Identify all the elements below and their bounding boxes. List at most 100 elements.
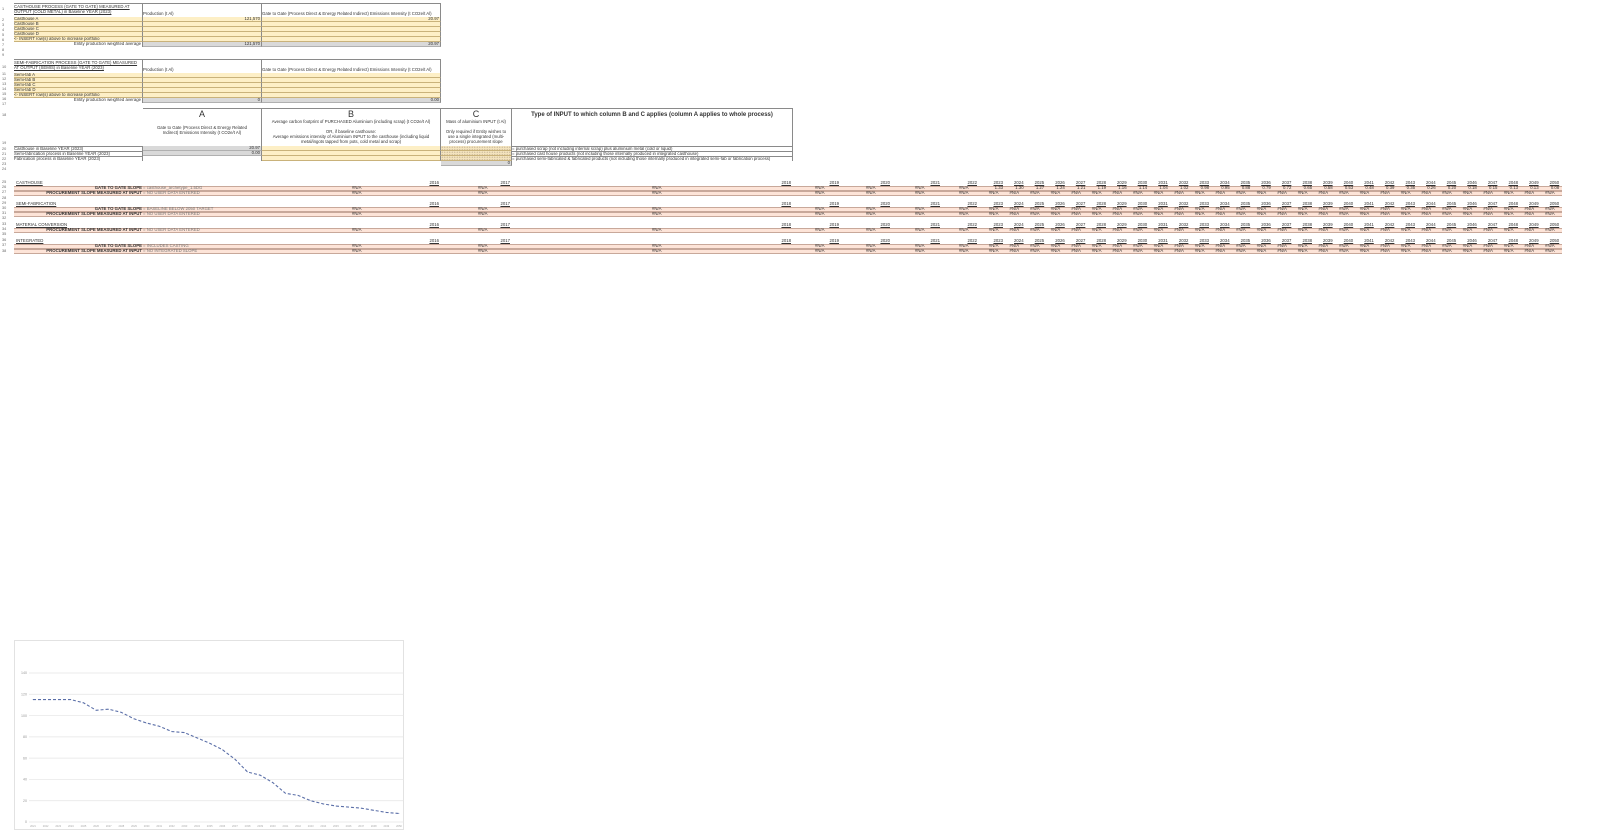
year-header: 2038 <box>1302 239 1312 243</box>
slope-value: #N/A <box>1133 212 1143 217</box>
row-number[interactable]: 4 <box>2 28 5 32</box>
row-number[interactable]: 18 <box>2 113 7 117</box>
casthouse-row-label[interactable]: Casthouse A <box>14 17 143 22</box>
casthouse-row-label[interactable]: Casthouse C <box>14 27 143 32</box>
semifab-production-input[interactable] <box>143 83 262 88</box>
row-number[interactable]: 7 <box>2 43 5 47</box>
slope-value: #N/A <box>1071 191 1081 196</box>
row-number[interactable]: 23 <box>2 162 7 166</box>
casthouse-production-input[interactable] <box>143 32 262 37</box>
row-number[interactable]: 6 <box>2 38 5 42</box>
semifab-production-input[interactable] <box>143 78 262 83</box>
column-c-input[interactable] <box>441 151 512 156</box>
slope-value: #N/A <box>1112 249 1123 254</box>
row-number[interactable]: 26 <box>2 185 7 189</box>
casthouse-production-input[interactable] <box>143 37 262 42</box>
row-number[interactable]: 17 <box>2 102 7 106</box>
casthouse-intensity-input[interactable] <box>262 27 441 32</box>
row-number[interactable]: 30 <box>2 206 7 210</box>
row-number[interactable]: 32 <box>2 216 7 220</box>
casthouse-production-input[interactable] <box>143 22 262 27</box>
semifab-intensity-input[interactable] <box>262 73 441 78</box>
casthouse-production-input[interactable] <box>143 27 262 32</box>
semifab-average-production: 0 <box>143 98 262 103</box>
semifab-intensity-input[interactable] <box>262 83 441 88</box>
column-c-input[interactable] <box>441 156 512 161</box>
semifab-row-label[interactable]: <- INSERT row(s) above to increase portf… <box>14 93 143 98</box>
row-number[interactable]: 16 <box>2 97 7 101</box>
casthouse-row-label[interactable]: Casthouse D <box>14 32 143 37</box>
casthouse-row-label[interactable]: Casthouse B <box>14 22 143 27</box>
slope-value: 1.02 <box>1180 186 1189 191</box>
slope-value: #N/A <box>1545 249 1555 254</box>
data-point <box>398 813 400 814</box>
semifab-intensity-input[interactable] <box>262 93 441 98</box>
casthouse-intensity-input[interactable] <box>262 37 441 42</box>
semifab-row-label[interactable]: Semi-fab B <box>14 78 143 83</box>
row-number[interactable]: 22 <box>2 157 7 161</box>
slope-value: 0.13 <box>1509 186 1518 191</box>
row-number[interactable]: 34 <box>2 227 7 231</box>
semifab-intensity-input[interactable] <box>262 88 441 93</box>
semifab-production-input[interactable] <box>143 88 262 93</box>
casthouse-intensity-input[interactable]: 20.97 <box>262 17 441 22</box>
column-c-input[interactable] <box>441 146 512 151</box>
casthouse-intensity-input[interactable] <box>262 32 441 37</box>
row-number[interactable]: 14 <box>2 87 7 91</box>
row-number[interactable]: 36 <box>2 238 7 242</box>
row-number[interactable]: 28 <box>2 196 7 200</box>
semifab-intensity-input[interactable] <box>262 78 441 83</box>
row-number[interactable]: 33 <box>2 222 7 226</box>
row-number[interactable]: 12 <box>2 77 7 81</box>
slope-value: #N/A <box>1236 249 1246 254</box>
semifab-row-label[interactable]: Semi-fab A <box>14 73 143 78</box>
casthouse-row-label[interactable]: <- INSERT row(s) above to increase portf… <box>14 37 143 42</box>
slope-value: #N/A <box>1421 249 1432 254</box>
row-number[interactable]: 29 <box>2 201 7 205</box>
x-tick-label: 2049 <box>383 824 389 828</box>
year-header: 2034 <box>1220 181 1230 185</box>
row-number[interactable]: 2 <box>2 18 5 22</box>
row-number[interactable]: 38 <box>2 249 7 253</box>
row-number[interactable]: 37 <box>2 243 7 247</box>
slope-chart[interactable]: 0 20 40 60 80 100 120 140 2021 2022 2023 2024 2025 20… <box>14 640 404 830</box>
slope-value: 0.95 <box>1221 186 1230 191</box>
row-number[interactable]: 31 <box>2 211 7 215</box>
semifab-row-label[interactable]: Semi-fab C <box>14 83 143 88</box>
row-number[interactable]: 20 <box>2 147 7 151</box>
data-point <box>335 805 337 807</box>
row-number[interactable]: 15 <box>2 92 7 96</box>
row-number[interactable]: 10 <box>2 65 7 69</box>
column-b-input[interactable] <box>262 156 441 161</box>
row-number[interactable]: 9 <box>2 53 5 57</box>
row-number[interactable]: 27 <box>2 190 7 194</box>
semifab-production-input[interactable] <box>143 73 262 78</box>
row-number[interactable]: 21 <box>2 152 7 156</box>
column-a-value: 20.97 <box>143 146 262 151</box>
slope-value: 1.24 <box>1056 186 1065 191</box>
slope-value: #N/A <box>478 212 488 217</box>
column-b-input[interactable] <box>262 146 441 151</box>
casthouse-intensity-input[interactable] <box>262 22 441 27</box>
data-point <box>108 708 110 710</box>
row-number[interactable]: 3 <box>2 23 5 27</box>
year-header: 2047 <box>1487 239 1498 243</box>
semifab-row-label[interactable]: Semi-fab D <box>14 88 143 93</box>
row-number[interactable]: 8 <box>2 48 5 52</box>
slope-value: #N/A <box>1256 249 1267 254</box>
row-number[interactable]: 25 <box>2 180 7 184</box>
row-number[interactable]: 1 <box>2 7 5 11</box>
slope-value: #N/A <box>1462 228 1473 233</box>
row-number[interactable]: 35 <box>2 232 7 236</box>
semifab-production-input[interactable] <box>143 93 262 98</box>
row-number[interactable]: 5 <box>2 33 5 37</box>
slope-value: #N/A <box>1009 249 1020 254</box>
casthouse-production-input[interactable]: 121,570 <box>143 17 262 22</box>
row-number[interactable]: 11 <box>2 72 6 76</box>
row-number[interactable]: 19 <box>2 141 7 145</box>
column-b-input[interactable] <box>262 151 441 156</box>
row-number[interactable]: 24 <box>2 167 7 171</box>
slope-value: #N/A <box>1318 228 1329 233</box>
row-number[interactable]: 13 <box>2 82 7 86</box>
slope-value: 1.16 <box>1118 186 1127 191</box>
